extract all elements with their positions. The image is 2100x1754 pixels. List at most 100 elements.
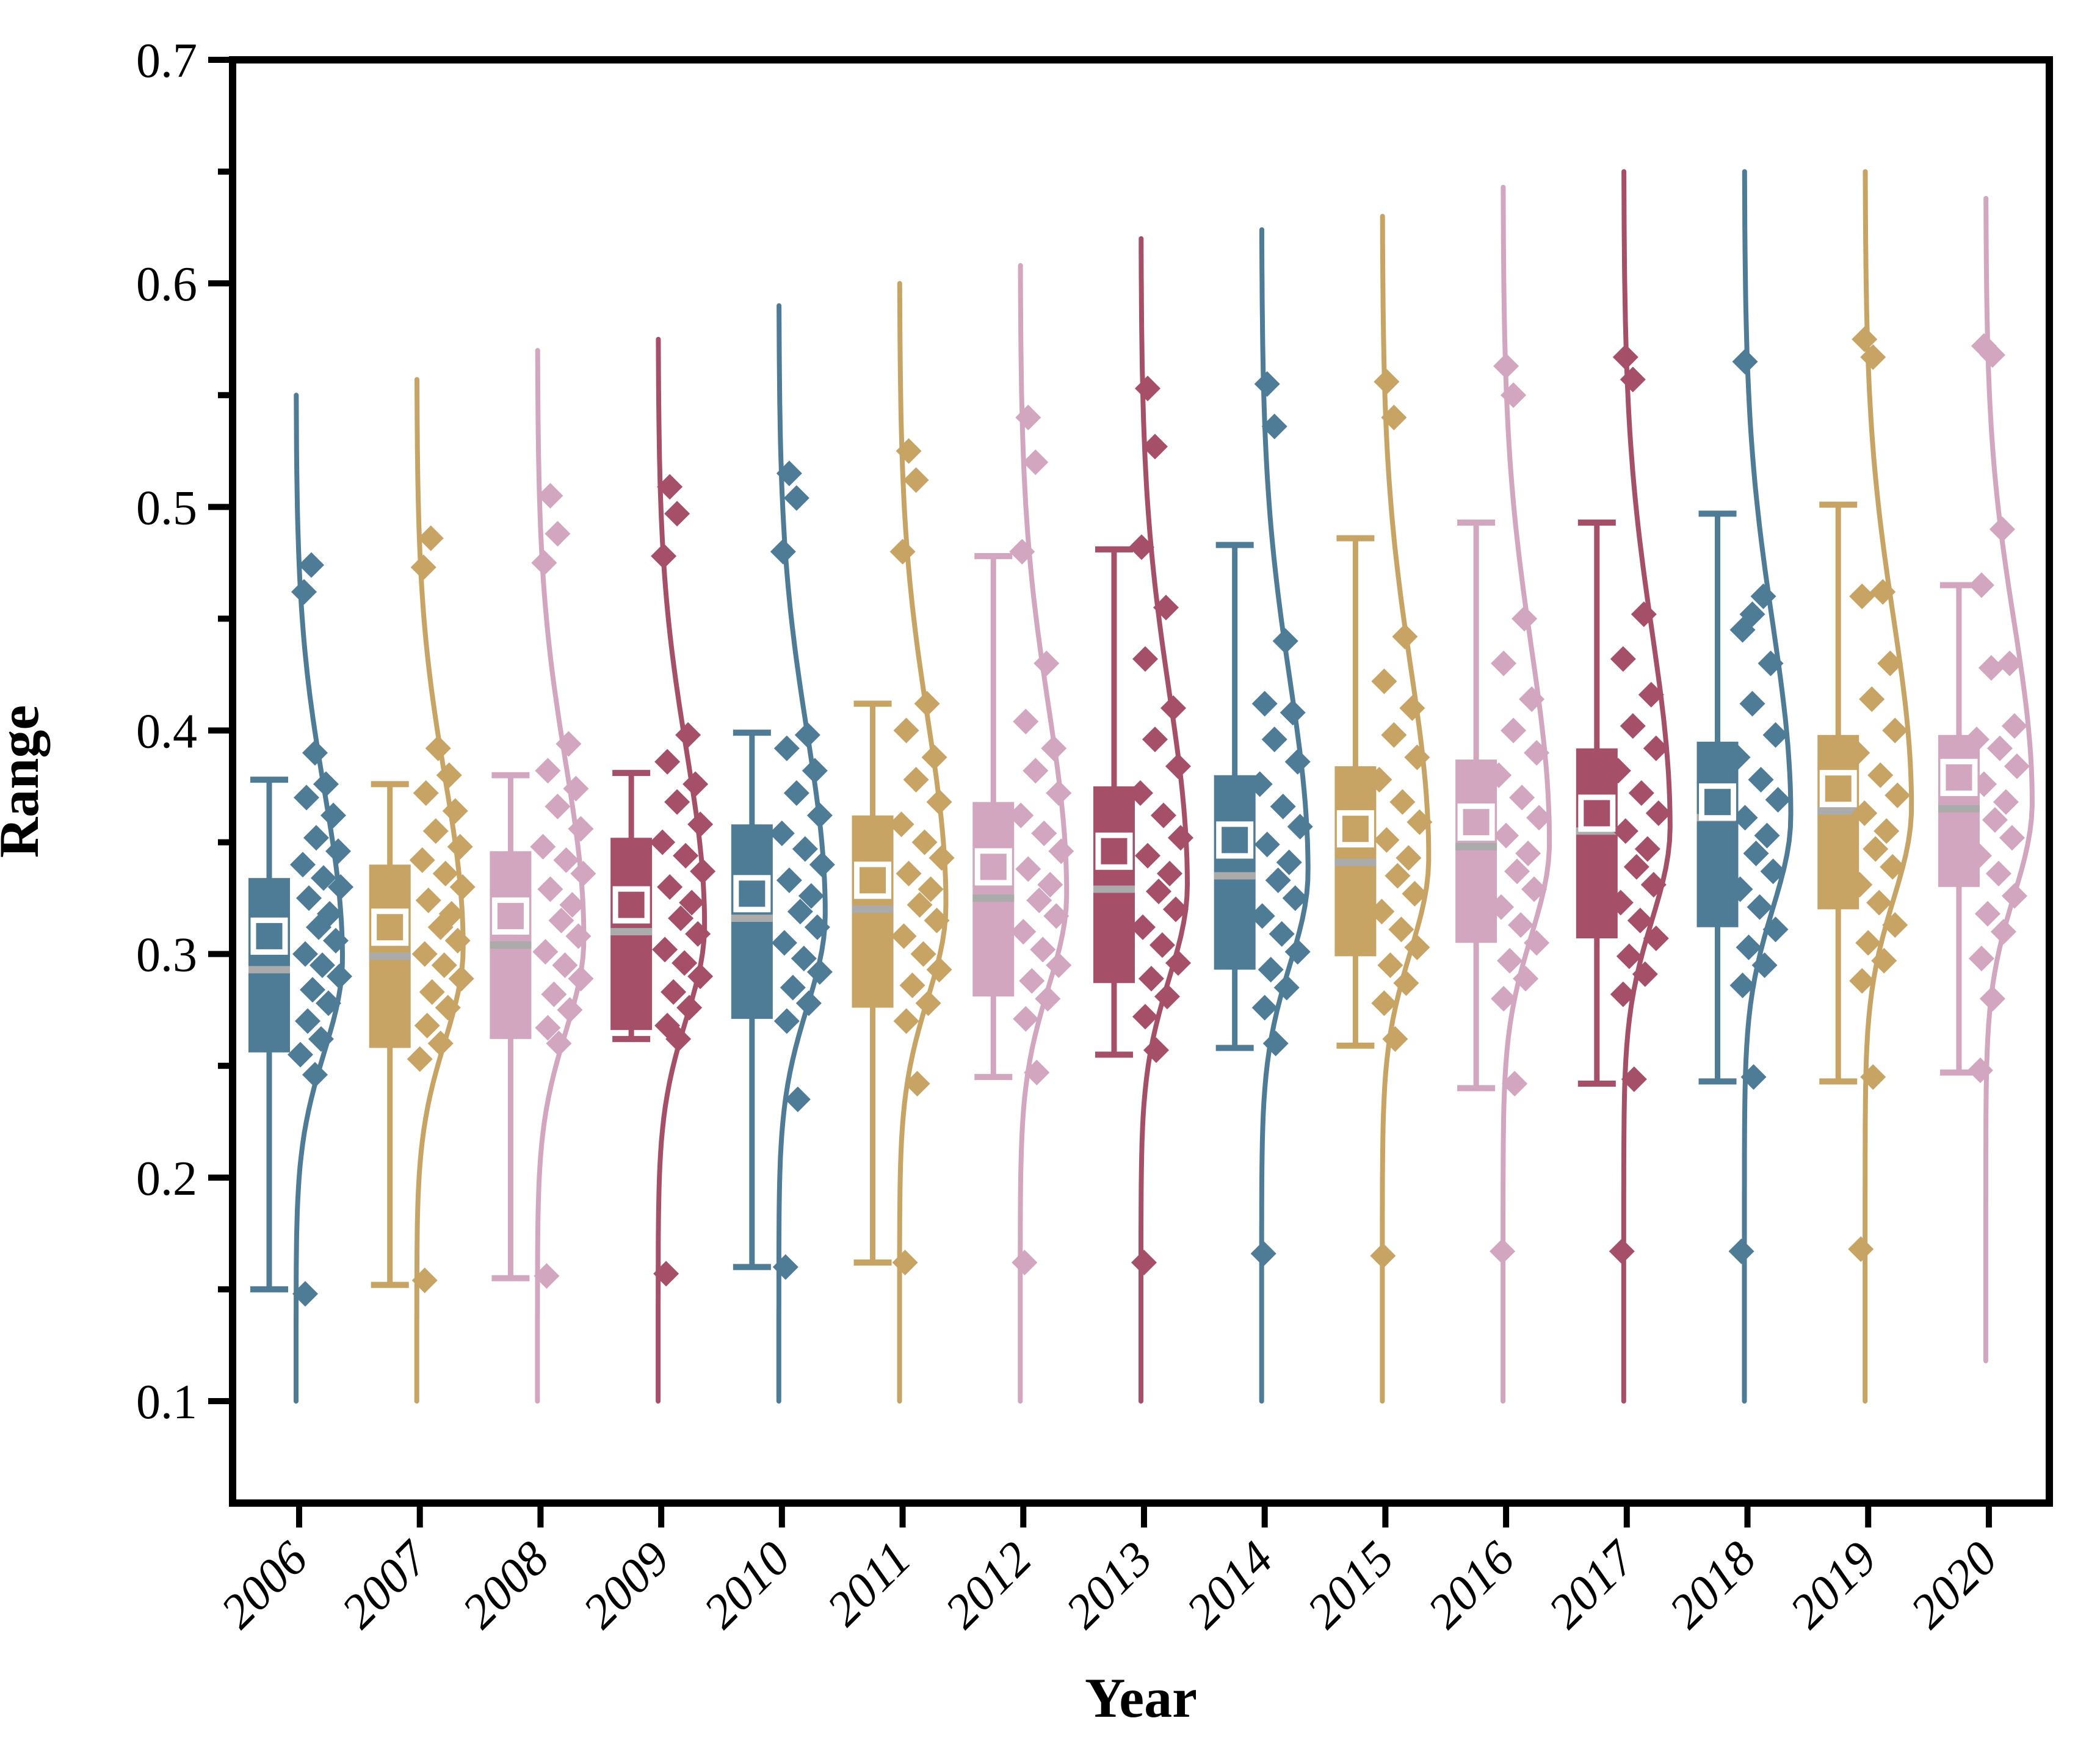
scatter-point-2008 — [535, 1015, 561, 1041]
scatter-point-2019 — [1877, 650, 1903, 676]
scatter-point-2011 — [926, 789, 952, 815]
scatter-point-2017 — [1643, 926, 1669, 952]
scatter-point-2012 — [1013, 1006, 1039, 1032]
x-axis-title: Year — [1085, 1667, 1197, 1729]
scatter-point-2010 — [792, 836, 818, 862]
scatter-point-2012 — [1035, 985, 1061, 1012]
y-tick-label: 0.1 — [136, 1375, 197, 1429]
scatter-point-2016 — [1497, 948, 1523, 974]
scatter-point-2014 — [1284, 748, 1311, 775]
scatter-point-2009 — [672, 950, 698, 976]
scatter-point-2006 — [308, 1026, 334, 1052]
scatter-point-2010 — [802, 758, 828, 784]
mean-marker-2017 — [1578, 794, 1616, 832]
scatter-point-2006 — [306, 914, 331, 940]
scatter-point-2020 — [2004, 753, 2030, 780]
scatter-point-2013 — [1132, 1004, 1158, 1030]
scatter-point-2008 — [546, 1031, 572, 1057]
scatter-point-2016 — [1486, 762, 1512, 788]
y-tick-label: 0.7 — [136, 34, 197, 88]
scatter-point-2013 — [1131, 1249, 1157, 1275]
scatter-point-2007 — [414, 1012, 440, 1038]
scatter-point-2009 — [657, 874, 683, 900]
scatter-point-2006 — [303, 825, 329, 851]
x-tick-label: 2010 — [693, 1532, 800, 1639]
scatter-point-2010 — [804, 914, 830, 940]
mean-marker-2014 — [1216, 821, 1254, 859]
mean-marker-2006 — [250, 917, 288, 955]
scatter-point-2007 — [427, 914, 454, 940]
scatter-point-2007 — [407, 1046, 433, 1072]
scatter-point-2014 — [1282, 885, 1308, 911]
scatter-point-2012 — [1015, 856, 1041, 882]
scatter-point-2010 — [773, 1008, 800, 1034]
median-line-2011 — [852, 905, 894, 913]
scatter-point-2019 — [1849, 968, 1875, 994]
scatter-point-2017 — [1612, 818, 1638, 844]
mean-marker-2009 — [612, 886, 650, 924]
mean-marker-2016 — [1457, 803, 1495, 841]
mean-marker-2007 — [371, 908, 409, 946]
scatter-point-2008 — [553, 847, 579, 873]
scatter-point-2006 — [313, 771, 339, 797]
scatter-point-2010 — [776, 460, 802, 487]
scatter-point-2006 — [295, 1008, 320, 1034]
mean-marker-2010 — [733, 875, 771, 913]
scatter-point-2009 — [675, 722, 701, 748]
violin-curve-2012 — [1018, 263, 1070, 1404]
scatter-point-2007 — [449, 874, 476, 900]
mean-marker-2013 — [1095, 832, 1133, 870]
scatter-point-2014 — [1269, 921, 1295, 947]
scatter-point-2017 — [1610, 646, 1636, 672]
scatter-point-2015 — [1369, 899, 1395, 925]
scatter-point-2011 — [910, 941, 936, 967]
scatter-point-2011 — [921, 744, 947, 770]
scatter-point-2007 — [422, 818, 449, 844]
scatter-point-2012 — [1013, 708, 1039, 734]
scatter-point-2020 — [2001, 883, 2027, 909]
median-line-2013 — [1093, 885, 1135, 893]
scatter-point-2010 — [783, 780, 809, 806]
scatter-point-2009 — [679, 890, 705, 916]
scatter-point-2007 — [419, 979, 445, 1005]
scatter-point-2020 — [1982, 806, 2008, 833]
scatter-point-2017 — [1610, 981, 1636, 1007]
median-line-2015 — [1334, 858, 1377, 866]
scatter-point-2016 — [1491, 985, 1517, 1012]
scatter-point-2012 — [1046, 780, 1072, 806]
scatter-point-2014 — [1270, 794, 1296, 820]
scatter-point-2019 — [1866, 890, 1892, 916]
scatter-point-2009 — [687, 811, 714, 838]
scatter-point-2009 — [664, 501, 690, 527]
scatter-point-2015 — [1371, 990, 1397, 1017]
scatter-point-2020 — [1966, 843, 1992, 869]
scatter-point-2014 — [1251, 995, 1278, 1021]
scatter-point-2011 — [896, 860, 922, 886]
scatter-point-2015 — [1388, 916, 1414, 943]
scatter-point-2019 — [1859, 686, 1885, 712]
scatter-point-2009 — [651, 543, 677, 569]
scatter-point-2012 — [1015, 404, 1041, 430]
scatter-point-2010 — [806, 802, 833, 828]
scatter-point-2007 — [444, 927, 471, 954]
scatter-point-2006 — [316, 990, 341, 1017]
scatter-point-2017 — [1638, 681, 1664, 708]
x-tick-label: 2012 — [935, 1532, 1042, 1639]
scatter-point-2019 — [1867, 762, 1894, 788]
scatter-point-2010 — [795, 990, 822, 1017]
scatter-point-2015 — [1404, 744, 1430, 770]
scatter-point-2016 — [1493, 353, 1519, 379]
scatter-point-2017 — [1609, 1238, 1635, 1264]
scatter-point-2013 — [1156, 860, 1182, 886]
scatter-point-2009 — [668, 905, 694, 932]
scatter-point-2006 — [291, 579, 317, 605]
median-line-2016 — [1455, 843, 1497, 850]
median-line-2020 — [1938, 805, 1980, 813]
scatter-point-2017 — [1631, 601, 1657, 628]
scatter-point-2009 — [652, 937, 678, 963]
median-line-2008 — [490, 941, 532, 949]
scatter-point-2017 — [1628, 780, 1654, 806]
scatter-point-2010 — [771, 930, 797, 956]
scatter-point-2010 — [780, 974, 806, 1001]
scatter-point-2017 — [1645, 800, 1671, 826]
